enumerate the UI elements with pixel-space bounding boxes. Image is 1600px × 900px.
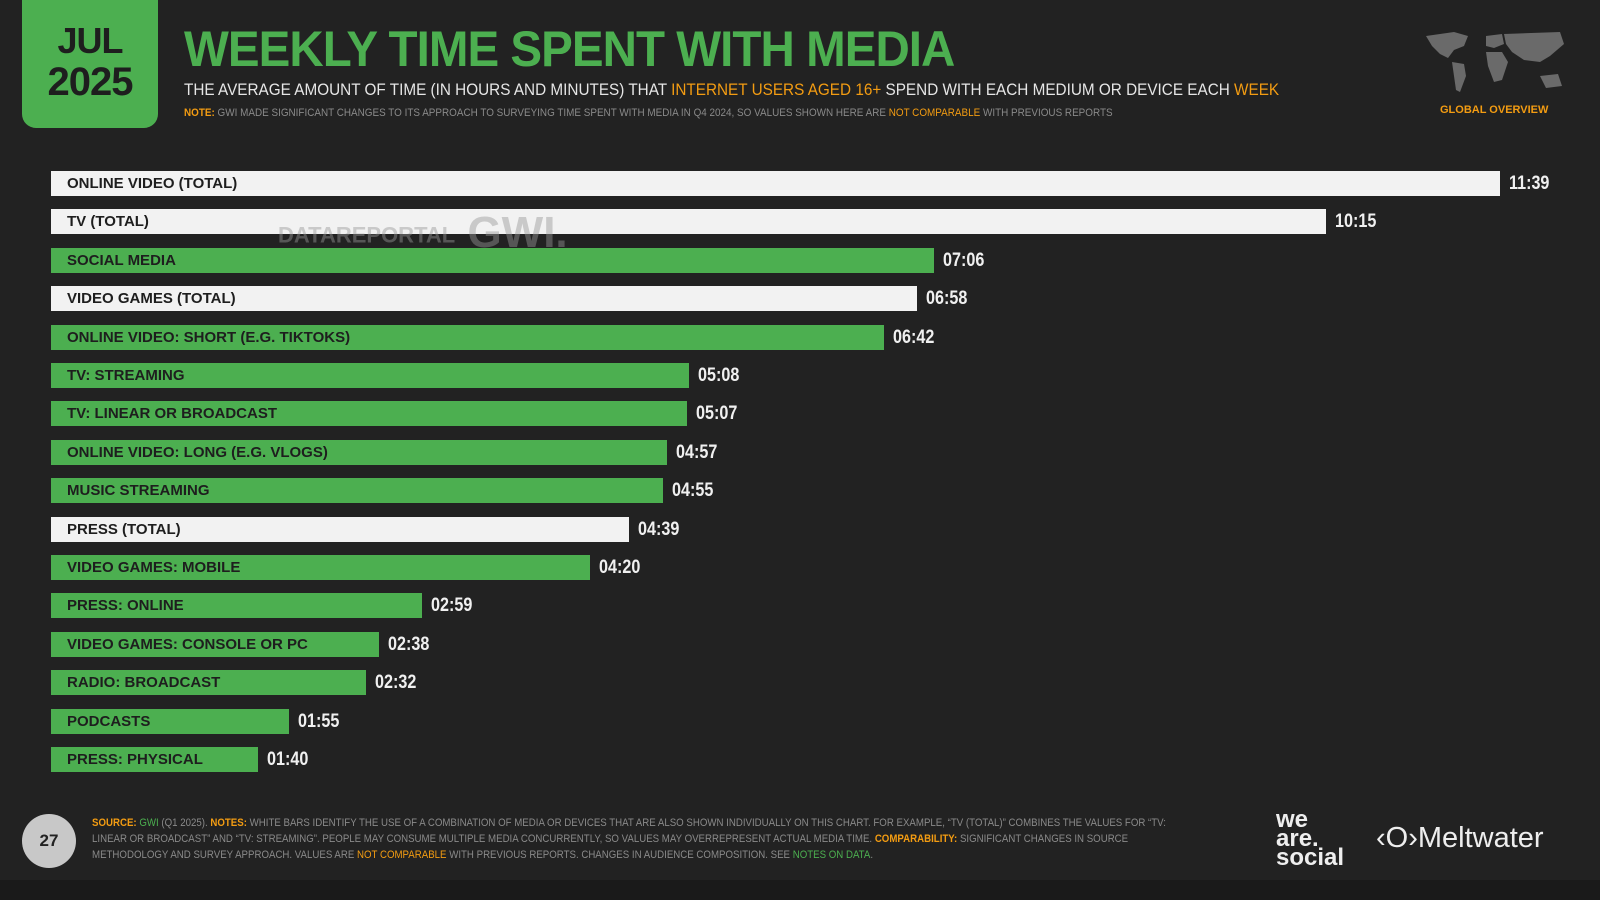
bar: SOCIAL MEDIA [51,247,935,273]
subtitle: THE AVERAGE AMOUNT OF TIME (IN HOURS AND… [184,80,1279,100]
date-badge: JUL 2025 [22,0,158,128]
source-text: GWI [139,817,159,829]
bar-label: PODCASTS [67,712,151,730]
bar-label: VIDEO GAMES: CONSOLE OR PC [67,635,308,653]
date-month: JUL [57,20,123,61]
source-text: NOT COMPARABLE [357,849,447,861]
bar: MUSIC STREAMING [51,478,663,504]
bar: PODCASTS [51,708,290,734]
data-label: 02:59 [431,595,473,617]
data-label: 01:55 [298,710,340,732]
data-label: 11:39 [1509,173,1550,194]
bar: TV: LINEAR OR BROADCAST [51,401,688,427]
source-text: (Q1 2025). [158,817,211,829]
subtitle-text: SPEND WITH EACH MEDIUM OR DEVICE EACH [881,80,1235,99]
bar: RADIO: BROADCAST [51,670,367,696]
bar: PRESS: ONLINE [51,593,423,619]
page-number: 27 [22,814,76,868]
note-label: NOTE: [184,107,215,119]
bar: VIDEO GAMES: CONSOLE OR PC [51,631,379,657]
bar-label: MUSIC STREAMING [67,482,210,500]
source-text: SOURCE: [92,817,137,829]
we-are-social-logo: we are. social [1276,806,1345,871]
source-notes: SOURCE: GWI (Q1 2025). NOTES: WHITE BARS… [92,815,1192,863]
note-highlight: NOT COMPARABLE [888,107,981,119]
source-text: NOTES: [210,817,247,829]
watermark-text: DATAREPORTAL [278,222,456,248]
bar-label: PRESS: ONLINE [67,597,184,615]
data-label: 04:55 [671,480,713,502]
data-label: 04:20 [598,557,641,578]
bar: TV: STREAMING [51,363,690,388]
source-text: WITH PREVIOUS REPORTS. CHANGES IN AUDIEN… [446,849,793,861]
data-label: 10:15 [1334,211,1377,233]
bar: VIDEO GAMES: MOBILE [51,555,590,580]
subtitle-highlight: WEEK [1234,80,1280,99]
bar-label: RADIO: BROADCAST [67,674,221,692]
page-title: WEEKLY TIME SPENT WITH MEDIA [184,21,955,77]
bar-label: PRESS (TOTAL) [67,520,181,538]
watermark-text: GWI. [467,208,568,257]
data-label: 04:39 [638,518,680,540]
region-label: GLOBAL OVERVIEW [1440,104,1549,116]
bar: ONLINE VIDEO: SHORT (E.G. TIKTOKS) [51,324,885,350]
data-label: 07:06 [943,249,985,271]
bar: VIDEO GAMES (TOTAL) [51,286,918,312]
meltwater-logo: ‹O›Meltwater [1376,822,1544,854]
world-map-icon [1426,32,1564,92]
bar-chart: ONLINE VIDEO (TOTAL) 11:39 TV (TOTAL) 10:15… [51,171,1550,772]
subtitle-highlight: INTERNET USERS AGED 16+ [671,80,882,99]
bar: ONLINE VIDEO: LONG (E.G. VLOGS) [51,439,667,465]
slide: JUL 2025 WEEKLY TIME SPENT WITH MEDIA TH… [22,0,1564,871]
source-text: WHITE BARS IDENTIFY THE USE OF A COMBINA… [92,817,1166,845]
date-year: 2025 [47,60,134,104]
data-label: 05:08 [698,365,740,386]
note: NOTE: GWI MADE SIGNIFICANT CHANGES TO IT… [184,107,1113,119]
bar-label: VIDEO GAMES (TOTAL) [67,290,236,308]
bar-label: TV: STREAMING [67,367,185,384]
bar: PRESS (TOTAL) [51,516,630,542]
subtitle-text: THE AVERAGE AMOUNT OF TIME (IN HOURS AND… [184,80,672,99]
bar: ONLINE VIDEO (TOTAL) [51,171,1500,196]
bar-label: TV: LINEAR OR BROADCAST [67,405,277,423]
bar: PRESS: PHYSICAL [51,747,259,772]
source-text: SIGNIFICANT CHANGES IN SOURCE METHODOLOG… [92,833,1129,861]
data-label: 06:42 [893,326,935,348]
source-text[interactable]: NOTES ON DATA [792,849,871,861]
bar-label: TV (TOTAL) [67,213,149,231]
source-text: COMPARABILITY: [874,833,958,845]
bar: TV (TOTAL) [51,209,1326,235]
bar-label: ONLINE VIDEO: SHORT (E.G. TIKTOKS) [67,328,351,346]
note-text: WITH PREVIOUS REPORTS [980,107,1113,119]
data-label: 02:32 [375,672,417,694]
source-text: . [870,849,874,861]
note-text: GWI MADE SIGNIFICANT CHANGES TO ITS APPR… [214,107,889,119]
data-label: 01:40 [267,749,309,770]
bar-label: ONLINE VIDEO (TOTAL) [67,175,238,192]
bar-label: VIDEO GAMES: MOBILE [67,559,241,576]
bar-label: PRESS: PHYSICAL [67,751,203,768]
watermark: DATAREPORTAL GWI. [278,208,568,258]
data-label: 02:38 [387,633,429,655]
bar-label: SOCIAL MEDIA [67,251,176,269]
data-label: 04:57 [675,441,717,463]
bar-label: ONLINE VIDEO: LONG (E.G. VLOGS) [67,443,328,461]
data-label: 06:58 [926,288,968,310]
data-label: 05:07 [696,403,738,425]
